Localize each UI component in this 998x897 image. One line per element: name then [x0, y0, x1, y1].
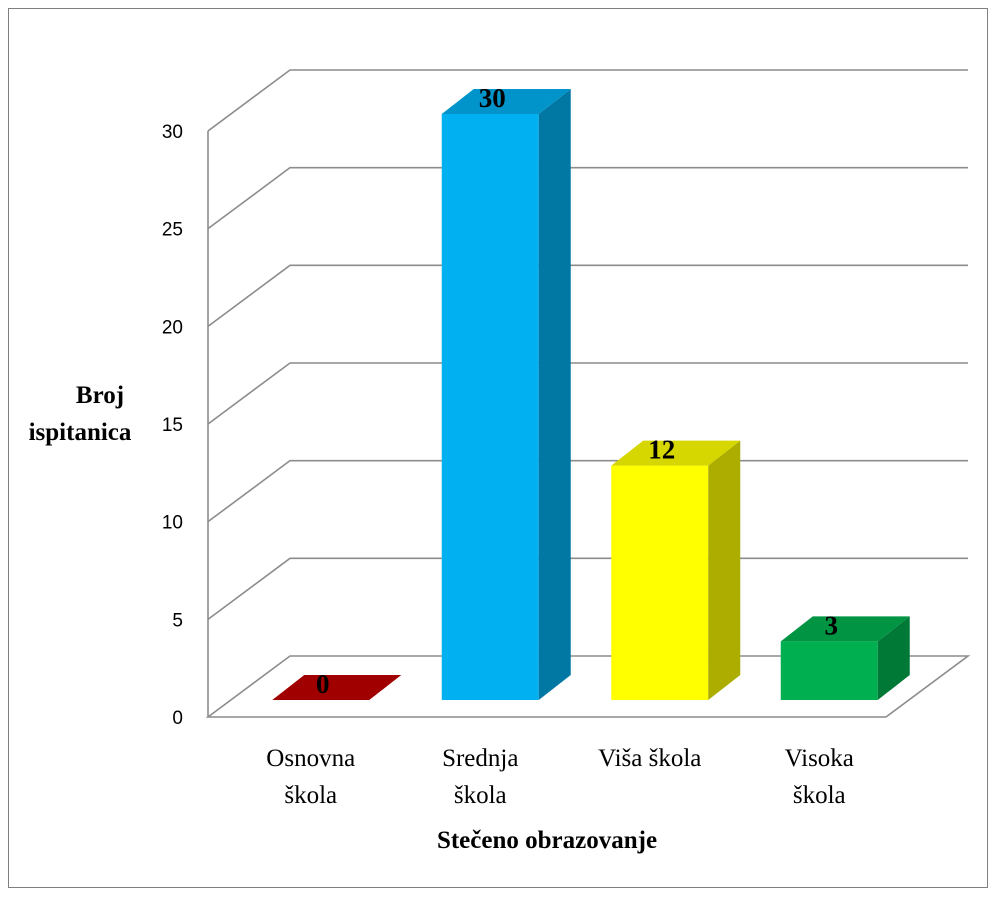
y-tick-label: 30 — [162, 122, 183, 143]
bar-top — [611, 440, 741, 466]
category-labels: Osnovna škola Srednja škola Viša škola Visoka… — [266, 745, 854, 809]
bar — [611, 440, 741, 700]
bar — [441, 89, 571, 700]
bar-top — [780, 616, 910, 642]
x-axis-title: Stečeno obrazovanje — [437, 827, 657, 854]
bar-front — [441, 114, 539, 700]
y-tick-label: 10 — [162, 513, 183, 534]
gridline — [207, 557, 968, 620]
floor-outline — [205, 655, 971, 718]
bar-top — [441, 89, 571, 114]
data-label: 30 — [479, 83, 506, 113]
category-label: škola — [454, 782, 507, 809]
gridline — [207, 459, 968, 523]
category-label: škola — [284, 782, 337, 809]
bar-side — [708, 440, 741, 700]
category-label: Osnovna — [266, 745, 355, 772]
grid-layer — [205, 69, 971, 718]
gridline — [207, 166, 968, 230]
data-label: 12 — [648, 435, 675, 465]
bars — [272, 89, 910, 700]
y-axis-title-line-2: ispitanica — [29, 419, 132, 446]
bar-front — [780, 641, 878, 700]
gridline — [207, 362, 968, 425]
data-label: 0 — [316, 669, 330, 699]
data-label: 3 — [825, 610, 839, 640]
data-labels: 0 30 12 3 — [316, 83, 838, 699]
y-axis-title-line-1: Broj — [76, 382, 124, 409]
bar-side — [538, 89, 571, 700]
bar — [272, 675, 402, 700]
category-label: Viša škola — [598, 745, 701, 772]
bar — [780, 616, 910, 700]
bar-front — [611, 465, 709, 700]
bar-top — [272, 675, 402, 700]
category-label: Visoka — [785, 745, 854, 772]
category-label: Srednja — [442, 745, 518, 772]
gridline — [207, 69, 968, 132]
y-tick-label: 0 — [172, 708, 183, 729]
gridline — [207, 264, 968, 327]
y-tick-label: 15 — [162, 415, 183, 436]
category-label: škola — [793, 782, 846, 809]
y-tick-label: 20 — [162, 317, 183, 338]
y-tick-labels: 0 5 10 15 20 25 30 — [162, 122, 183, 729]
y-tick-label: 5 — [172, 610, 183, 631]
bar-side — [877, 616, 910, 700]
y-tick-label: 25 — [162, 220, 183, 241]
